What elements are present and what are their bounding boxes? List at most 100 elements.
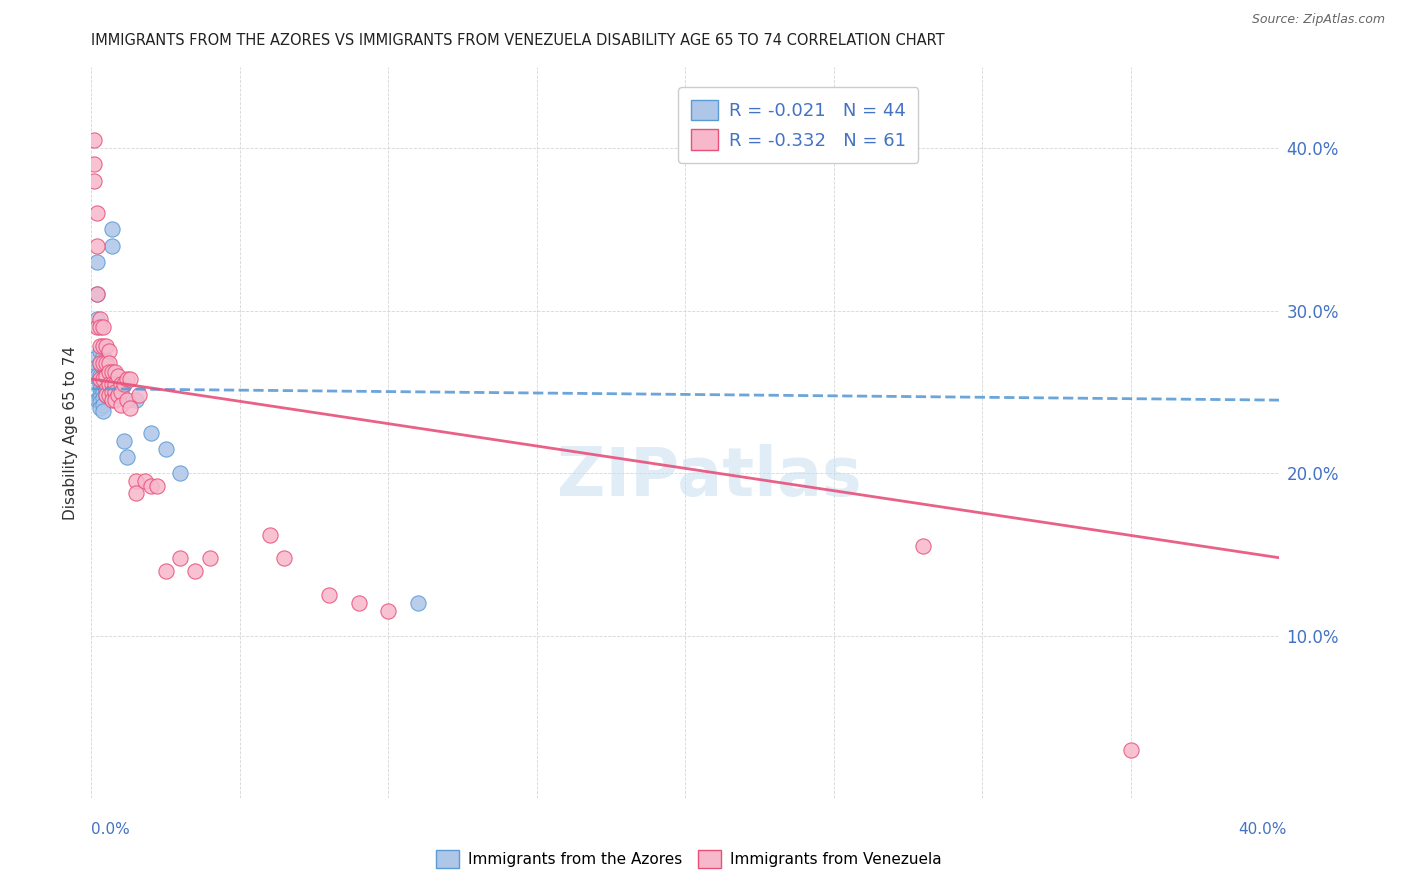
Legend: R = -0.021   N = 44, R = -0.332   N = 61: R = -0.021 N = 44, R = -0.332 N = 61 [678,87,918,163]
Point [86,238,108,252]
Point [118,401,141,416]
Point [184,564,207,578]
Point [89,388,111,402]
Point [96,388,118,402]
Point [96,356,118,370]
Point [86,368,108,383]
Point [125,393,148,408]
Point [89,382,111,396]
Point [89,320,111,334]
Point [83,133,105,147]
Point [104,366,127,380]
Point [98,356,121,370]
Point [86,393,108,408]
Point [83,360,105,375]
Point [115,450,138,464]
Text: Source: ZipAtlas.com: Source: ZipAtlas.com [1251,13,1385,26]
Point [911,540,934,554]
Point [110,382,132,396]
Point [115,393,138,408]
Point [118,372,141,386]
Point [89,376,111,391]
Point [91,339,114,353]
Point [91,356,114,370]
Point [86,255,108,269]
Point [139,479,162,493]
Point [104,376,127,391]
Point [98,388,121,402]
Point [91,372,114,386]
Point [86,287,108,301]
Point [169,467,191,481]
Point [110,376,132,391]
Point [101,366,124,380]
Point [96,382,118,396]
Point [101,393,124,408]
Point [86,311,108,326]
Point [86,320,108,334]
Point [200,550,222,565]
Point [125,475,148,489]
Point [96,382,118,396]
Point [104,376,127,391]
Point [377,604,399,618]
Point [89,311,111,326]
Point [83,174,105,188]
Point [83,368,105,383]
Point [96,366,118,380]
Point [155,442,177,456]
Point [101,238,124,252]
Point [155,564,177,578]
Point [98,382,121,396]
Point [259,528,281,542]
Point [96,339,118,353]
Point [110,384,132,399]
Point [107,388,129,402]
Point [104,393,127,408]
Point [83,157,105,171]
Point [91,376,114,391]
Point [104,384,127,399]
Point [96,388,118,402]
Point [1119,742,1142,756]
Point [96,372,118,386]
Point [318,588,340,602]
Point [145,479,167,493]
Text: ZIPatlas: ZIPatlas [557,443,862,509]
Point [89,372,111,386]
Point [91,360,114,375]
Point [115,372,138,386]
Point [139,425,162,440]
Text: 40.0%: 40.0% [1239,822,1286,837]
Point [101,384,124,399]
Point [91,384,114,399]
Legend: Immigrants from the Azores, Immigrants from Venezuela: Immigrants from the Azores, Immigrants f… [430,844,948,873]
Point [112,376,135,391]
Point [89,401,111,416]
Point [101,222,124,236]
Text: 0.0%: 0.0% [91,822,131,837]
Point [98,366,121,380]
Point [125,485,148,500]
Point [89,339,111,353]
Point [89,392,111,406]
Point [89,394,111,409]
Point [98,368,121,383]
Point [98,344,121,359]
Point [347,596,370,610]
Point [96,356,118,370]
Point [91,368,114,383]
Y-axis label: Disability Age 65 to 74: Disability Age 65 to 74 [63,345,79,520]
Point [91,392,114,406]
Point [273,550,295,565]
Point [89,356,111,370]
Point [101,376,124,391]
Point [86,206,108,220]
Point [91,398,114,412]
Point [89,344,111,359]
Point [112,434,135,448]
Point [107,376,129,391]
Point [128,388,150,402]
Point [110,398,132,412]
Point [89,356,111,370]
